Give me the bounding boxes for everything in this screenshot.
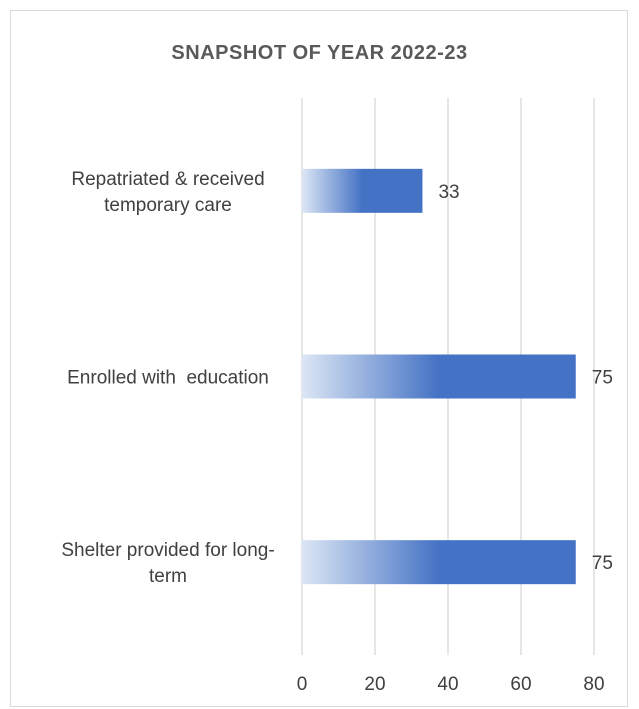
bars xyxy=(302,168,576,585)
x-tick-label-40: 40 xyxy=(437,674,458,695)
chart-title: SNAPSHOT OF YEAR 2022-23 xyxy=(171,42,468,64)
category-label-1: Enrolled with education xyxy=(67,368,269,389)
data-label-2: 75 xyxy=(592,553,613,574)
category-label-0: Repatriated & received temporary care xyxy=(71,169,264,216)
bar-0 xyxy=(302,168,423,213)
x-tick-label-20: 20 xyxy=(364,674,385,695)
bar-2 xyxy=(302,540,576,585)
data-label-1: 75 xyxy=(592,368,613,389)
bar-1 xyxy=(302,354,576,399)
x-tick-label-80: 80 xyxy=(583,674,604,695)
labels: 0 20 40 60 80 33 Repatriated & received tempora… xyxy=(61,169,613,695)
category-label-2: Shelter provided for long-term xyxy=(61,540,274,587)
x-tick-label-0: 0 xyxy=(297,674,308,695)
x-tick-label-60: 60 xyxy=(510,674,531,695)
data-label-0: 33 xyxy=(438,182,459,203)
